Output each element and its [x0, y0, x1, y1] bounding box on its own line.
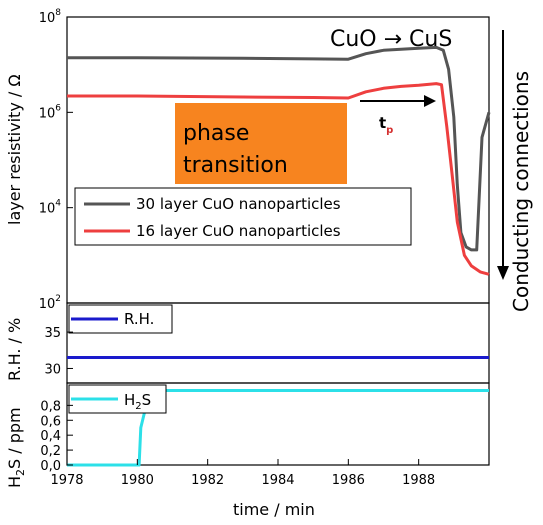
y-tick-label: 35 — [44, 326, 61, 341]
y-axis-title-humidity: R.H. / % — [5, 318, 24, 381]
x-tick-label: 1978 — [50, 473, 83, 488]
y-tick-label: 102 — [39, 294, 61, 312]
y-tick-exp: 6 — [55, 103, 61, 113]
tp-label-sub: p — [386, 125, 393, 136]
h2s-ylabel-sub: 2 — [14, 469, 27, 476]
y-axis-title-h2s: H2S / ppm — [5, 407, 27, 488]
legend-label-16-layer: 16 layer CuO nanoparticles — [136, 222, 341, 240]
phase-box-line1: phase — [183, 121, 249, 146]
y-tick-base: 10 — [39, 297, 56, 312]
series-line-30-layer — [67, 45, 491, 252]
y-tick-label: 0,6 — [40, 414, 61, 429]
y-tick-base: 10 — [39, 11, 56, 26]
y-tick-label: 30 — [44, 362, 61, 377]
conducting-connections-label: Conducting connections — [509, 71, 533, 312]
series-layer — [67, 45, 491, 467]
series-line-h2s — [67, 389, 489, 467]
y-tick-exp: 8 — [55, 8, 61, 18]
y-tick-exp: 4 — [55, 199, 61, 209]
y-tick-label: 0,8 — [40, 399, 61, 414]
y-tick-label: 104 — [39, 199, 62, 217]
y-tick-exp: 2 — [55, 294, 61, 304]
reaction-label: CuO → CuS — [330, 27, 452, 52]
y-tick-base: 10 — [39, 202, 56, 217]
y-tick-label: 106 — [39, 103, 62, 121]
y-tick-label: 0,4 — [40, 429, 61, 444]
x-axis-title: time / min — [233, 500, 315, 519]
h2s-ylabel-main: H — [5, 476, 24, 488]
h2s-legend-label: H2S — [124, 391, 151, 412]
phase-transition-box — [175, 103, 347, 184]
y-tick-label: 108 — [39, 8, 62, 26]
y-axis-title-resistivity: layer resistivity / Ω — [5, 74, 24, 225]
tp-label: tp — [379, 114, 393, 136]
x-tick-label: 1982 — [191, 473, 224, 488]
conducting-arrow-head — [497, 266, 509, 280]
series-line-16-layer — [67, 82, 490, 276]
y-tick-base: 10 — [39, 106, 56, 121]
x-tick-label: 1984 — [261, 473, 294, 488]
x-tick-label: 1986 — [332, 473, 365, 488]
rh-legend-label: R.H. — [124, 310, 154, 328]
tp-arrow-head — [424, 95, 436, 107]
y-tick-label: 0,0 — [40, 459, 61, 474]
h2s-legend-rest: S — [142, 391, 152, 409]
legend-box — [74, 187, 412, 246]
x-tick-label: 1980 — [121, 473, 154, 488]
h2s-legend-sub: 2 — [135, 401, 141, 412]
tp-label-main: t — [379, 114, 386, 132]
legend-label-30-layer: 30 layer CuO nanoparticles — [136, 195, 341, 213]
h2s-legend-main: H — [124, 391, 135, 409]
h2s-ylabel-rest: S / ppm — [5, 407, 24, 469]
y-tick-label: 0,2 — [40, 444, 61, 459]
x-tick-label: 1988 — [402, 473, 435, 488]
phase-box-line2: transition — [183, 153, 288, 178]
